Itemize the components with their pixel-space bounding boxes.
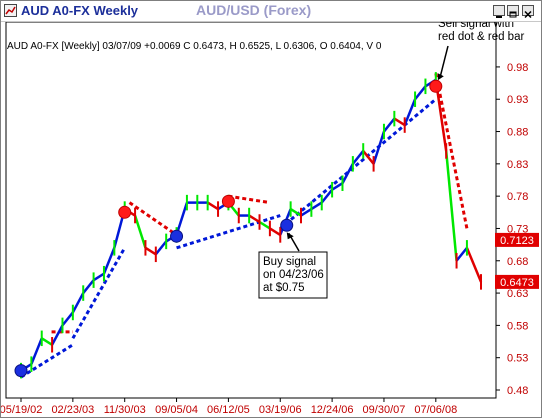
plot-area (14, 72, 483, 379)
sell-annotation-text: red dot & red bar (438, 31, 524, 43)
x-tick-label: 06/12/05 (207, 404, 250, 416)
price-segment (102, 247, 116, 275)
price-segment (133, 215, 147, 249)
window-title: AUD A0-FX Weekly (21, 3, 139, 18)
price-segment (258, 220, 271, 230)
y-tick-label: 0.78 (507, 191, 528, 203)
price-box-label: 0.6473 (500, 277, 534, 289)
price-box-label: 0.7123 (500, 235, 534, 247)
price-segment (92, 272, 105, 282)
trailing-stop-up (279, 98, 437, 230)
price-segment (372, 131, 386, 165)
price-segment (465, 247, 483, 283)
y-tick-label: 0.93 (507, 94, 528, 106)
price-box (495, 274, 539, 289)
x-tick-label: 11/30/03 (104, 404, 146, 416)
close-icon[interactable] (522, 5, 534, 19)
price-segment (30, 337, 43, 365)
y-tick-label: 0.58 (507, 320, 528, 332)
price-segment (444, 150, 458, 261)
y-tick-label: 0.83 (507, 159, 528, 171)
buy-annotation-text: on 04/23/06 (263, 269, 324, 281)
plot-frame (5, 22, 497, 399)
x-axis: 05/19/02 02/23/03 11/30/03 09/05/04 06/12/05… (1, 398, 457, 416)
trailing-stop-down (128, 201, 178, 237)
title-bar[interactable]: AUD A0-FX Weekly AUD/USD (Forex) (1, 1, 541, 22)
x-tick-label: 02/23/03 (51, 404, 94, 416)
price-segment (362, 150, 375, 165)
sell-signal-dot (429, 79, 443, 93)
price-segment (154, 240, 168, 256)
y-tick-label: 0.53 (507, 353, 528, 365)
price-chart[interactable]: AUD A0-FX [Weekly] 03/07/09 +0.0069 C 0.… (1, 22, 541, 416)
minimize-icon[interactable] (493, 5, 505, 18)
y-tick-label: 0.88 (507, 127, 528, 139)
price-segment (351, 150, 365, 165)
buy-signal-dot (14, 364, 28, 378)
price-segment (51, 324, 64, 346)
y-tick-label: 0.73 (507, 223, 528, 235)
price-segment (61, 311, 74, 327)
price-segment (207, 201, 219, 211)
sell-annotation-arrow (439, 45, 449, 79)
sell-signal-dot (221, 194, 235, 208)
x-tick-label: 09/05/04 (155, 404, 198, 416)
price-segment (248, 214, 261, 224)
price-segment (455, 247, 468, 262)
price-segment (341, 163, 354, 184)
price-segment (320, 188, 334, 204)
sell-annotation-text: Sell signal with (438, 22, 514, 30)
price-box (495, 232, 539, 247)
price-segment (41, 337, 53, 346)
chart-header-title: AUD/USD (Forex) (196, 2, 312, 18)
trailing-stop-up (71, 247, 127, 340)
y-axis: 0.98 0.93 0.88 0.83 0.78 0.73 0.68 0.63 0.58 0.53… (496, 62, 528, 397)
y-tick-label: 0.48 (507, 385, 528, 397)
price-segment (71, 292, 85, 314)
price-segment (331, 182, 344, 191)
price-segment (300, 208, 313, 217)
price-segment (414, 85, 427, 101)
price-segment (393, 117, 406, 127)
x-tick-label: 05/19/02 (1, 404, 42, 416)
y-tick-label: 0.98 (507, 62, 528, 74)
buy-annotation-arrowhead (286, 232, 294, 240)
buy-annotation-box (258, 251, 328, 299)
y-tick-label: 0.68 (507, 256, 528, 268)
x-tick-label: 03/19/06 (259, 404, 302, 416)
price-boxes: 0.7123 0.6473 (495, 232, 539, 289)
price-segment (175, 202, 189, 236)
price-segment (403, 98, 417, 126)
chart-info-line: AUD A0-FX [Weekly] 03/07/09 +0.0069 C 0.… (7, 41, 382, 52)
trailing-stop-up (20, 343, 74, 379)
x-tick-label: 12/24/06 (311, 404, 354, 416)
trailing-stop-up (176, 214, 281, 250)
price-segment (269, 227, 281, 236)
price-segment (310, 201, 323, 211)
x-tick-label: 07/06/08 (414, 404, 457, 416)
buy-signal-dot (170, 229, 184, 243)
price-segment (382, 117, 396, 133)
chart-icon (4, 4, 17, 17)
buy-annotation-text: at $0.75 (263, 282, 305, 294)
sell-signal-dot (118, 205, 132, 219)
price-segment (144, 246, 157, 256)
price-segment (82, 279, 95, 294)
trailing-stop-down (434, 73, 469, 229)
restore-icon[interactable] (507, 5, 519, 18)
buy-annotation-text: Buy signal (263, 256, 316, 268)
x-tick-label: 09/30/07 (363, 404, 406, 416)
y-tick-label: 0.63 (507, 288, 528, 300)
sell-annotation-arrowhead (437, 73, 444, 81)
buy-signal-dot (280, 218, 294, 232)
price-segment (289, 208, 302, 217)
